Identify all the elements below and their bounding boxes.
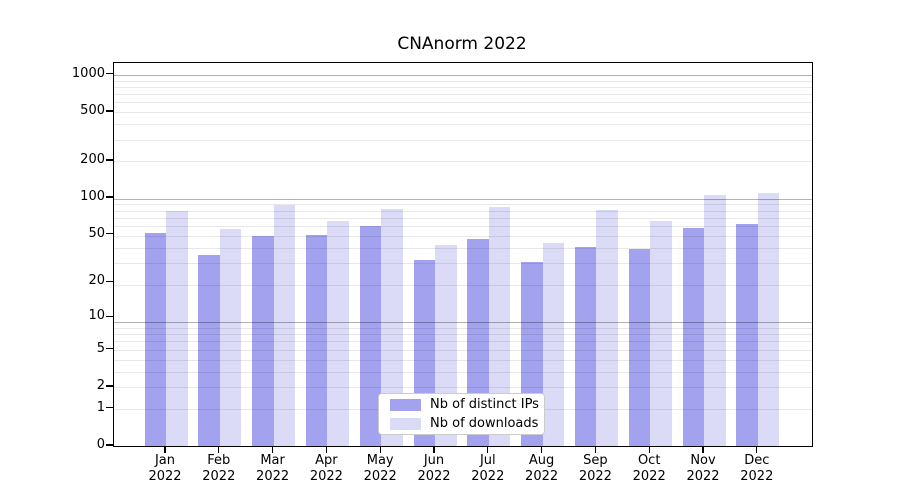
- bar-downloads-apr: [327, 220, 349, 446]
- bar-downloads-dec: [757, 192, 780, 446]
- y-tick-label: 20: [88, 273, 105, 289]
- x-tick-year: 2022: [202, 469, 236, 484]
- bar-distinct-ips-oct: [628, 249, 651, 446]
- y-tick-mark: [106, 444, 113, 446]
- legend-item-distinct-ips: Nb of distinct IPs: [390, 397, 544, 412]
- x-tick-mark: [541, 446, 543, 453]
- x-tick-label: Feb 2022: [191, 453, 247, 485]
- y-tick-label: 0: [96, 437, 105, 452]
- y-tick-mark: [106, 385, 113, 387]
- bar-distinct-ips-mar: [252, 235, 274, 446]
- x-tick-label: Apr 2022: [298, 453, 354, 485]
- minor-gridline: [114, 86, 812, 88]
- bar-downloads-sep: [596, 209, 618, 446]
- y-tick-mark: [106, 233, 113, 235]
- y-tick-mark: [106, 110, 113, 112]
- downloads-swatch: [390, 417, 421, 430]
- y-tick-label: 50: [88, 225, 105, 241]
- x-tick-label: Sep 2022: [567, 453, 623, 485]
- minor-gridline: [114, 94, 812, 96]
- y-tick-label: 2: [96, 377, 105, 393]
- minor-gridline: [114, 112, 812, 114]
- x-tick-year: 2022: [363, 469, 397, 484]
- major-gridline: [114, 74, 812, 76]
- x-tick-mark: [756, 446, 758, 453]
- x-tick-label: Aug 2022: [514, 453, 570, 485]
- x-tick-mark: [218, 446, 220, 453]
- y-tick-label: 500: [80, 103, 105, 119]
- bar-distinct-ips-jan: [144, 232, 166, 446]
- x-tick-mark: [702, 446, 704, 453]
- bar-downloads-oct: [650, 220, 672, 446]
- x-tick-label: Oct 2022: [621, 453, 677, 485]
- bar-distinct-ips-apr: [305, 234, 328, 446]
- x-tick-label: Nov 2022: [675, 453, 731, 485]
- legend: Nb of distinct IPs Nb of downloads: [378, 393, 545, 435]
- x-tick-mark: [594, 446, 596, 453]
- x-tick-mark: [325, 446, 327, 453]
- y-tick-mark: [106, 407, 113, 409]
- x-tick-label: Dec 2022: [729, 453, 785, 485]
- x-tick-mark: [272, 446, 274, 453]
- chart-title: CNAnorm 2022: [397, 34, 527, 54]
- bar-downloads-nov: [704, 194, 726, 446]
- y-tick-mark: [106, 280, 113, 283]
- plot-area: [113, 62, 813, 447]
- y-tick-label: 10: [88, 308, 105, 324]
- x-tick-mark: [487, 446, 489, 453]
- bar-distinct-ips-sep: [574, 246, 597, 446]
- x-tick-year: 2022: [578, 469, 612, 484]
- x-tick-label: Mar 2022: [245, 453, 301, 485]
- y-tick-mark: [106, 196, 113, 198]
- x-tick-year: 2022: [740, 469, 774, 484]
- minor-gridline: [114, 124, 812, 126]
- y-tick-label: 100: [80, 189, 105, 205]
- x-tick-label: May 2022: [352, 453, 408, 485]
- x-tick-mark: [433, 446, 435, 453]
- y-tick-mark: [106, 348, 113, 350]
- bar-distinct-ips-may: [359, 226, 382, 446]
- x-tick-label: Jul 2022: [460, 453, 516, 485]
- x-tick-year: 2022: [632, 469, 666, 484]
- x-tick-mark: [164, 446, 166, 453]
- bar-downloads-aug: [542, 242, 565, 446]
- y-tick-mark: [106, 315, 113, 317]
- y-tick-label: 200: [80, 152, 105, 168]
- y-tick-label: 1: [96, 399, 105, 415]
- bar-downloads-jan: [166, 210, 188, 446]
- x-tick-year: 2022: [148, 469, 182, 484]
- x-tick-year: 2022: [686, 469, 720, 484]
- bar-distinct-ips-feb: [198, 255, 220, 446]
- bar-downloads-mar: [273, 205, 296, 446]
- y-tick-mark: [106, 73, 113, 75]
- minor-gridline: [114, 161, 812, 163]
- legend-label-downloads: Nb of downloads: [430, 416, 539, 431]
- bar-distinct-ips-nov: [682, 227, 704, 446]
- bar-downloads-feb: [219, 228, 242, 446]
- y-tick-label: 5: [96, 340, 105, 356]
- y-tick-label: 1000: [71, 65, 105, 81]
- x-tick-year: 2022: [471, 469, 505, 484]
- legend-item-downloads: Nb of downloads: [390, 416, 544, 431]
- bar-distinct-ips-dec: [736, 224, 758, 446]
- minor-gridline: [114, 139, 812, 141]
- x-tick-mark: [648, 446, 650, 453]
- x-tick-year: 2022: [525, 469, 559, 484]
- distinct-ips-swatch: [390, 398, 421, 411]
- minor-gridline: [114, 102, 812, 104]
- x-tick-year: 2022: [256, 469, 290, 484]
- bar-downloads-may: [381, 209, 403, 446]
- legend-label-distinct-ips: Nb of distinct IPs: [430, 397, 539, 412]
- y-tick-mark: [106, 159, 113, 161]
- minor-gridline: [114, 80, 812, 82]
- x-tick-mark: [379, 446, 381, 453]
- x-tick-year: 2022: [417, 469, 451, 484]
- x-tick-year: 2022: [309, 469, 343, 484]
- x-tick-label: Jun 2022: [406, 453, 462, 485]
- x-tick-label: Jan 2022: [137, 453, 193, 485]
- bar-downloads-jul: [488, 207, 511, 446]
